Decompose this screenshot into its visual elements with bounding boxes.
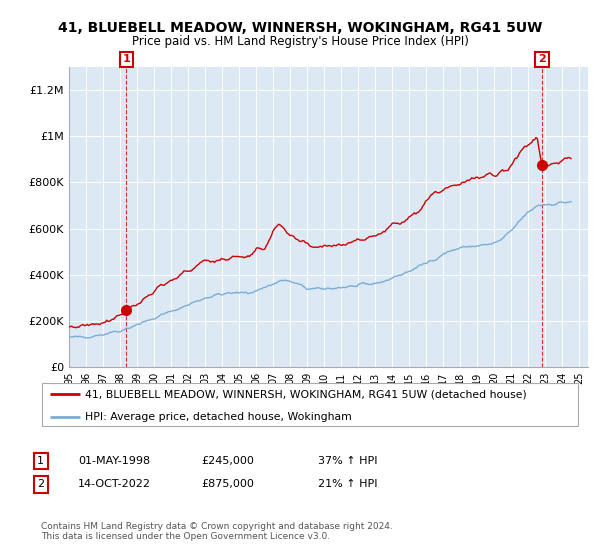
- Text: 2: 2: [538, 54, 546, 64]
- Text: HPI: Average price, detached house, Wokingham: HPI: Average price, detached house, Woki…: [85, 412, 352, 422]
- Text: 37% ↑ HPI: 37% ↑ HPI: [318, 456, 377, 466]
- Text: 1: 1: [37, 456, 44, 466]
- Text: 14-OCT-2022: 14-OCT-2022: [78, 479, 151, 489]
- Text: 21% ↑ HPI: 21% ↑ HPI: [318, 479, 377, 489]
- Text: 1: 1: [122, 54, 130, 64]
- Text: 2: 2: [37, 479, 44, 489]
- FancyBboxPatch shape: [42, 383, 578, 426]
- Text: 41, BLUEBELL MEADOW, WINNERSH, WOKINGHAM, RG41 5UW: 41, BLUEBELL MEADOW, WINNERSH, WOKINGHAM…: [58, 21, 542, 35]
- Text: £875,000: £875,000: [201, 479, 254, 489]
- Text: 41, BLUEBELL MEADOW, WINNERSH, WOKINGHAM, RG41 5UW (detached house): 41, BLUEBELL MEADOW, WINNERSH, WOKINGHAM…: [85, 389, 527, 399]
- Text: 01-MAY-1998: 01-MAY-1998: [78, 456, 150, 466]
- Text: Price paid vs. HM Land Registry's House Price Index (HPI): Price paid vs. HM Land Registry's House …: [131, 35, 469, 48]
- Text: Contains HM Land Registry data © Crown copyright and database right 2024.
This d: Contains HM Land Registry data © Crown c…: [41, 522, 392, 542]
- Text: £245,000: £245,000: [201, 456, 254, 466]
